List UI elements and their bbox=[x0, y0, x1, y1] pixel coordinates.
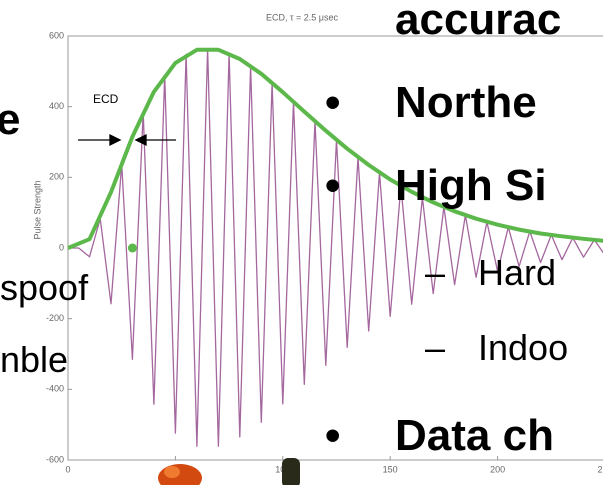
y-tick-label: 200 bbox=[49, 172, 64, 182]
x-tick-label: 250 bbox=[597, 464, 603, 474]
bullet-text: Hard bbox=[478, 252, 556, 293]
bullet: • bbox=[325, 411, 340, 460]
bullet-text: Data ch bbox=[395, 411, 554, 460]
y-tick-label: 0 bbox=[59, 242, 64, 252]
slide-text: accurac bbox=[395, 0, 561, 44]
marker bbox=[127, 243, 137, 253]
y-tick-label: -400 bbox=[46, 384, 64, 394]
bullet: – bbox=[425, 252, 445, 293]
bullet: • bbox=[325, 161, 340, 210]
slide-text: nble bbox=[0, 339, 68, 380]
bullet: • bbox=[325, 78, 340, 127]
y-tick-label: 400 bbox=[49, 101, 64, 111]
y-tick-label: -200 bbox=[46, 313, 64, 323]
x-tick-label: 150 bbox=[383, 464, 398, 474]
slide-text: e bbox=[0, 95, 20, 144]
chart-title: ECD, τ = 2.5 μsec bbox=[266, 12, 339, 22]
bullet-text: High Si bbox=[395, 161, 547, 210]
y-tick-label: -600 bbox=[46, 454, 64, 464]
ecd-arrows bbox=[78, 133, 176, 147]
bullet: – bbox=[425, 327, 445, 368]
bullet-text: Indoo bbox=[478, 327, 568, 368]
bullet-text: Northe bbox=[395, 78, 537, 127]
y-axis-label: Pulse Strength bbox=[32, 180, 42, 239]
x-tick-label: 200 bbox=[490, 464, 505, 474]
y-tick-label: 600 bbox=[49, 30, 64, 40]
x-tick-label: 0 bbox=[65, 464, 70, 474]
line-series bbox=[67, 47, 603, 250]
slide-text: spoof bbox=[0, 267, 89, 308]
bullet-list: • Northe • High Si – Hard– Indoo • Data ch bbox=[325, 78, 568, 460]
annotation: ECD bbox=[93, 92, 119, 106]
photo-fragment bbox=[158, 458, 300, 485]
plot: -600-400-2000200400600050100150200250 bbox=[46, 30, 603, 474]
